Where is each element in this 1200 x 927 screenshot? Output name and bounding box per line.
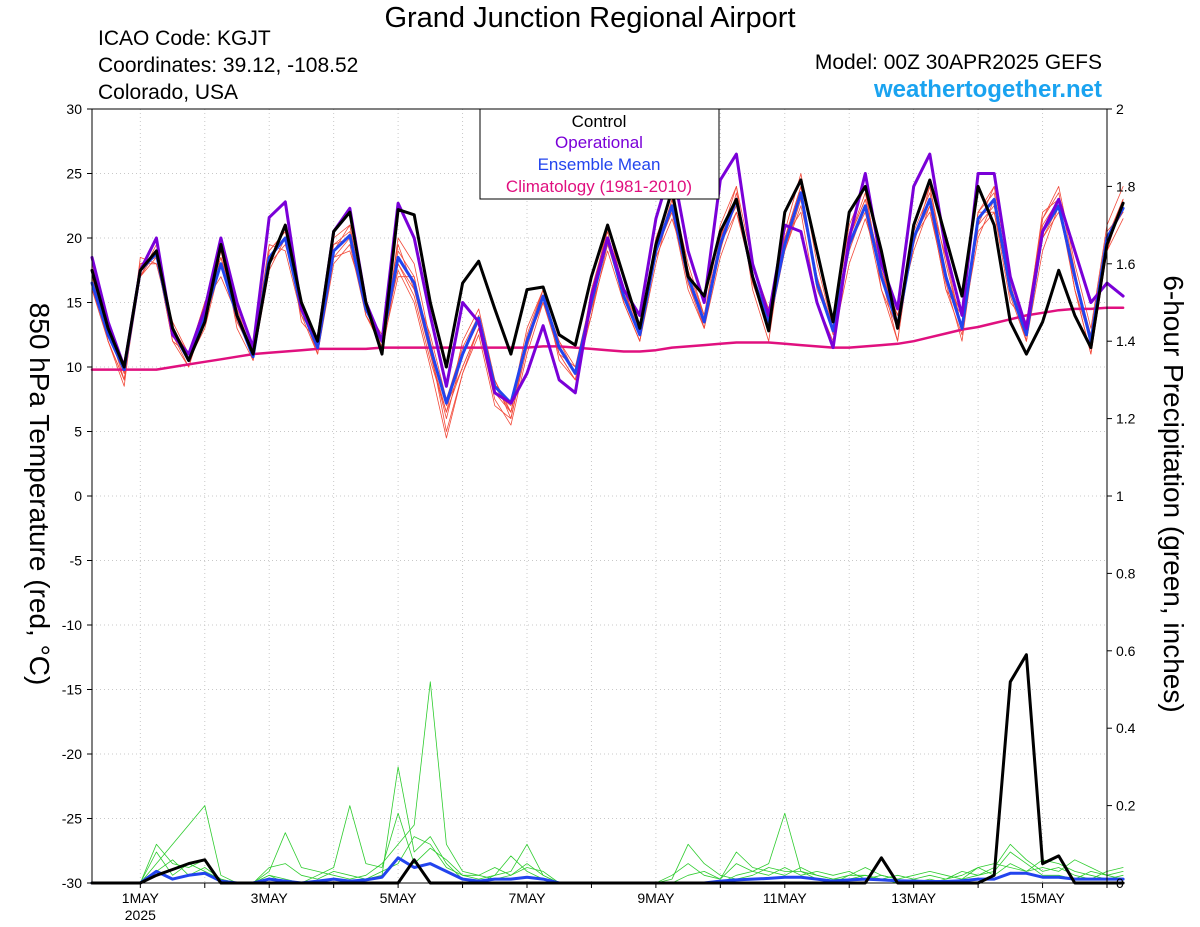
right-tick-label: 1.6 [1116,256,1136,272]
left-tick-label: -30 [62,875,82,891]
left-tick-label: -5 [70,553,83,569]
right-tick-label: 2 [1116,101,1124,117]
x-tick-label: 15MAY [1020,890,1066,906]
legend-control: Control [572,112,627,131]
left-tick-label: -10 [62,617,82,633]
x-tick-sublabel: 2025 [125,907,156,923]
right-axis-ticks: 2 1.8 1.6 1.4 1.2 1 0.8 0.6 0.4 0.2 0 [1107,101,1136,891]
left-tick-label: 15 [66,295,82,311]
right-tick-label: 1.4 [1116,333,1136,349]
right-tick-label: 0 [1116,875,1124,891]
right-tick-label: 0.6 [1116,643,1136,659]
left-axis-ticks: 30 25 20 15 10 5 0 -5 -10 -15 -20 -25 -30 [62,101,92,891]
x-tick-label: 13MAY [891,890,937,906]
x-tick-label: 1MAY [122,890,160,906]
operational-line [90,152,1125,405]
x-tick-label: 9MAY [637,890,675,906]
left-tick-label: 0 [74,488,82,504]
right-tick-label: 1.2 [1116,411,1136,427]
x-tick-label: 11MAY [763,890,807,906]
left-tick-label: 25 [66,166,82,182]
left-tick-label: -15 [62,682,82,698]
control-line [90,178,1125,369]
legend-operational: Operational [555,133,643,152]
right-tick-label: 0.8 [1116,565,1136,581]
site-link[interactable]: weathertogether.net [873,76,1102,103]
left-tick-label: -20 [62,746,82,762]
location: Colorado, USA [98,81,239,104]
left-tick-label: 5 [74,424,82,440]
y-axis-label-right: 6-hour Precipitation (green, inches) [1158,275,1189,712]
x-tick-label: 7MAY [508,890,546,906]
coordinates: Coordinates: 39.12, -108.52 [98,54,359,77]
chart-title: Grand Junction Regional Airport [384,2,796,34]
legend-ensemble-mean: Ensemble Mean [538,155,661,174]
icao-code: ICAO Code: KGJT [98,27,271,50]
left-tick-label: 30 [66,101,82,117]
legend-climatology: Climatology (1981-2010) [506,177,692,196]
y-axis-label-left: 850 hPa Temperature (red, °C) [24,303,55,686]
climatology-line [90,306,1125,371]
left-tick-label: 20 [66,230,82,246]
legend: Control Operational Ensemble Mean Climat… [479,108,720,200]
right-tick-label: 1.8 [1116,178,1136,194]
left-tick-label: -25 [62,811,82,827]
right-tick-label: 1 [1116,488,1124,504]
right-tick-label: 0.2 [1116,798,1136,814]
x-tick-label: 3MAY [251,890,289,906]
left-tick-label: 10 [66,359,82,375]
x-tick-label: 5MAY [380,890,418,906]
right-tick-label: 0.4 [1116,720,1136,736]
model-run: Model: 00Z 30APR2025 GEFS [814,51,1102,74]
